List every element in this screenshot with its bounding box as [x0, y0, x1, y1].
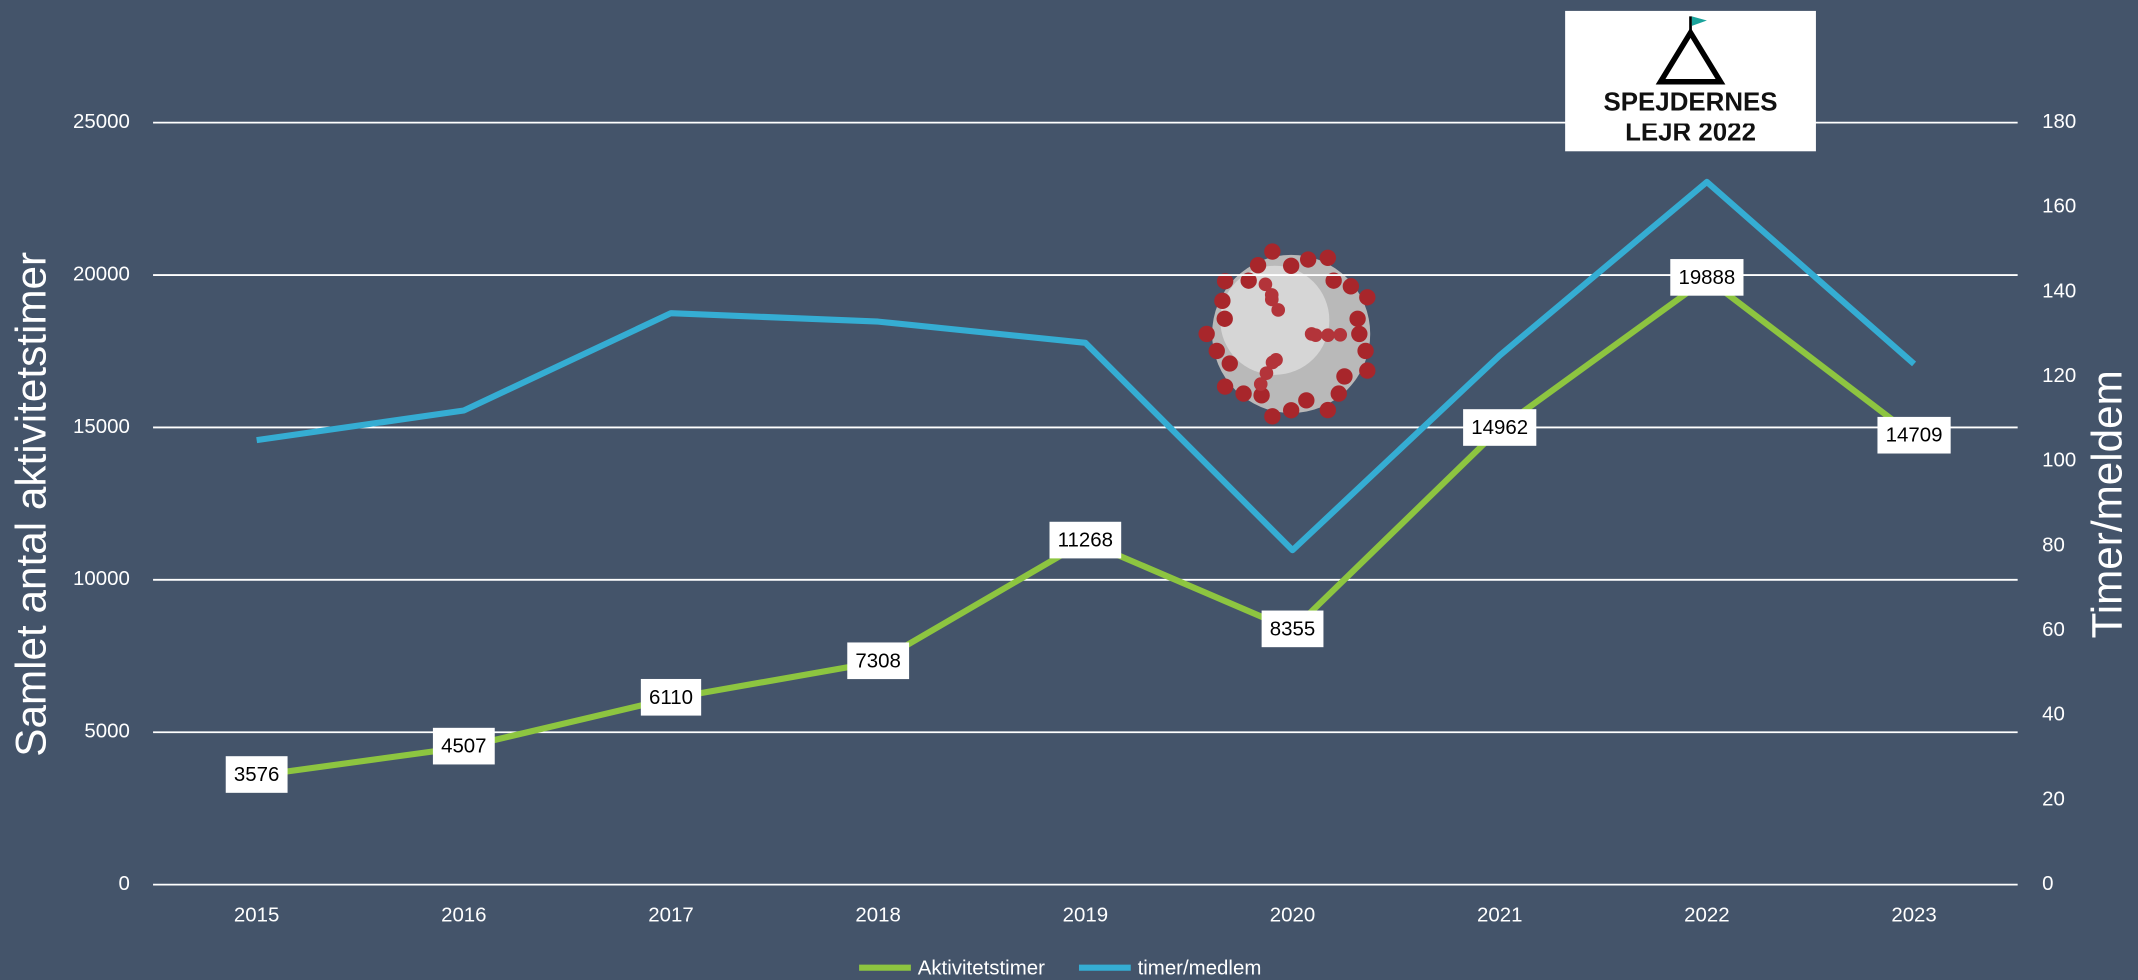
- virus-spike: [1198, 326, 1214, 342]
- virus-spike: [1343, 278, 1359, 294]
- virus-spike: [1266, 356, 1280, 370]
- x-tick-label: 2019: [1063, 903, 1108, 926]
- data-label: 11268: [1050, 522, 1122, 559]
- y2-tick-label: 120: [2042, 364, 2076, 387]
- x-tick-label: 2018: [855, 903, 900, 926]
- y2-tick-label: 40: [2042, 703, 2065, 726]
- virus-spike: [1283, 258, 1299, 274]
- virus-spike: [1264, 243, 1280, 259]
- y-axis-title: Samlet antal aktivitetstimer: [8, 252, 55, 757]
- logo-text: SPEJDERNES: [1604, 88, 1778, 116]
- y2-axis-title: Timer/meldem: [2083, 370, 2130, 638]
- data-label: 19888: [1670, 259, 1743, 296]
- data-label-text: 14962: [1471, 416, 1528, 439]
- virus-spike: [1214, 293, 1230, 309]
- data-label: 4507: [433, 728, 495, 765]
- x-tick-label: 2020: [1270, 903, 1315, 926]
- y2-tick-label: 140: [2042, 279, 2076, 302]
- virus-spike: [1265, 288, 1279, 302]
- virus-spike: [1222, 355, 1238, 371]
- y-tick-label: 10000: [73, 567, 130, 590]
- y2-tick-label: 160: [2042, 195, 2076, 218]
- logo: SPEJDERNES LEJR 2022: [1565, 11, 1816, 151]
- virus-spike: [1359, 289, 1375, 305]
- virus-spike: [1349, 311, 1365, 327]
- y-tick-label: 15000: [73, 415, 130, 438]
- virus-spike: [1283, 402, 1299, 418]
- x-tick-label: 2022: [1684, 903, 1729, 926]
- chart: Samlet antal aktivitetstimer Timer/melde…: [0, 0, 2138, 980]
- y2-tick-label: 80: [2042, 533, 2065, 556]
- legend-label: timer/medlem: [1138, 957, 1262, 980]
- data-label-text: 11268: [1058, 529, 1113, 552]
- x-tick-label: 2016: [441, 903, 486, 926]
- page: Samlet antal aktivitetstimer Timer/melde…: [0, 0, 2138, 980]
- data-label-text: 3576: [234, 763, 279, 786]
- virus-spike: [1250, 257, 1266, 273]
- data-label-text: 7308: [855, 649, 900, 672]
- virus-spike: [1298, 392, 1314, 408]
- virus-spike: [1235, 385, 1251, 401]
- virus-spike: [1359, 362, 1375, 378]
- y2-tick-label: 100: [2042, 449, 2076, 472]
- virus-spike: [1336, 368, 1352, 384]
- virus-spike: [1217, 378, 1233, 394]
- y-tick-label: 20000: [73, 262, 130, 285]
- data-label-text: 6110: [649, 686, 693, 709]
- virus-spike: [1271, 303, 1285, 317]
- virus-spike: [1357, 343, 1373, 359]
- x-tick-label: 2015: [234, 903, 279, 926]
- y-tick-label: 5000: [84, 720, 129, 743]
- y-tick-label: 0: [119, 872, 130, 895]
- data-label: 7308: [847, 642, 909, 679]
- y-tick-label: 25000: [73, 110, 130, 133]
- virus-spike: [1331, 385, 1347, 401]
- data-label: 6110: [641, 679, 701, 716]
- legend-label: Aktivitetstimer: [918, 957, 1045, 980]
- virus-spike: [1333, 328, 1347, 342]
- virus-spike: [1351, 326, 1367, 342]
- data-label-text: 14709: [1886, 424, 1943, 447]
- data-label-text: 4507: [441, 735, 486, 758]
- background: [0, 0, 2137, 980]
- y2-tick-label: 60: [2042, 618, 2065, 641]
- data-label-text: 8355: [1270, 617, 1315, 640]
- x-tick-label: 2017: [648, 903, 693, 926]
- virus-spike: [1309, 328, 1323, 342]
- virus-spike: [1300, 251, 1316, 267]
- data-label: 3576: [226, 756, 288, 793]
- virus-spike: [1320, 250, 1336, 266]
- y2-tick-label: 180: [2042, 110, 2076, 133]
- virus-spike: [1321, 328, 1335, 342]
- virus-spike: [1209, 343, 1225, 359]
- virus-spike: [1320, 402, 1336, 418]
- y2-tick-label: 20: [2042, 787, 2065, 810]
- data-label: 14709: [1877, 417, 1950, 454]
- data-label-text: 19888: [1678, 266, 1735, 289]
- y2-tick-label: 0: [2042, 872, 2053, 895]
- data-label: 8355: [1262, 611, 1324, 648]
- virus-spike: [1264, 408, 1280, 424]
- x-tick-label: 2023: [1891, 903, 1936, 926]
- virus-spike: [1217, 311, 1233, 327]
- data-label: 14962: [1463, 409, 1536, 446]
- x-tick-label: 2021: [1477, 903, 1522, 926]
